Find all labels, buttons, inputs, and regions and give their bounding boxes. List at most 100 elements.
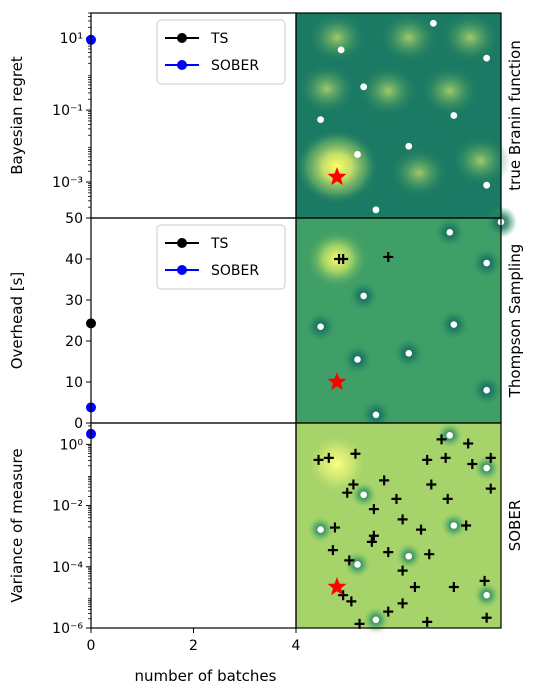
heatmap-blob: [419, 64, 480, 117]
sample-cross: [323, 452, 334, 463]
observation-point: [483, 259, 490, 267]
observation-point: [446, 229, 454, 236]
legend-marker: [177, 265, 187, 275]
sample-cross: [448, 582, 459, 592]
heatmap-blob: [307, 11, 367, 64]
observation-point: [483, 591, 490, 599]
y-tick-label: 10: [65, 375, 83, 391]
observation-point: [354, 561, 361, 568]
x-tick-label: 2: [189, 638, 198, 654]
panel-frames: [90, 12, 502, 629]
sample-cross: [344, 555, 355, 566]
y-tick-label: 10⁻³: [52, 175, 83, 191]
axis-labels: true Branin function Thompson Sampling SOB…: [506, 40, 524, 551]
observation-point: [483, 181, 491, 189]
optimum-star: [327, 167, 347, 186]
side-label: true Branin function: [506, 40, 524, 190]
observation-point: [450, 112, 458, 119]
legend-label: SOBER: [211, 58, 259, 74]
y-tick-label: 10⁻¹: [52, 103, 83, 119]
observation-point: [429, 19, 437, 27]
legend-label: SOBER: [211, 263, 259, 279]
y-tick-label: 10⁻⁴: [52, 560, 83, 576]
heatmap-blob: [389, 146, 449, 199]
observation-point: [317, 323, 324, 330]
y-tick-label: 10¹: [60, 31, 83, 47]
y-tick-label: 50: [65, 211, 83, 227]
sample-cross: [485, 452, 496, 463]
variance-panel: 10⁰ 10⁻² 10⁻⁴ 10⁻⁶ Variance of measure 0 2 4 num…: [8, 422, 301, 685]
heatmap-blob: [295, 128, 379, 205]
sample-cross: [313, 454, 324, 465]
heatmap-blob: [440, 11, 501, 64]
legend-marker: [177, 60, 187, 70]
observation-point: [317, 526, 324, 533]
observation-point: [405, 350, 413, 357]
regret-panel: 10¹ 10⁻¹ 10⁻³ Bayesian regret TS SOBER: [8, 12, 286, 208]
sample-cross: [379, 475, 390, 486]
observation-point: [360, 83, 368, 91]
observation-point: [317, 116, 324, 123]
observation-point: [354, 356, 361, 363]
y-axis-label: Overhead [s]: [8, 272, 26, 370]
observation-point: [446, 432, 454, 439]
y-tick-label: 30: [65, 293, 83, 309]
sample-cross: [440, 452, 451, 463]
side-label: Thompson Sampling: [506, 244, 524, 398]
legend-marker: [177, 238, 187, 248]
legend-label: TS: [210, 31, 229, 47]
y-tick-label: 40: [65, 252, 83, 268]
sample-cross: [467, 459, 478, 469]
heatmap-bright-spot: [307, 434, 367, 494]
observation-point: [337, 46, 345, 54]
branin-heatmap: [295, 11, 511, 218]
sample-cross: [463, 438, 474, 449]
sample-cross: [426, 479, 437, 490]
sample-cross: [383, 547, 394, 558]
legend-box: [156, 19, 286, 85]
observation-point: [450, 321, 458, 328]
heatmap-blob: [450, 134, 511, 187]
heatmap-blob: [358, 64, 419, 117]
sample-cross: [479, 575, 490, 586]
legend-label: TS: [210, 236, 229, 252]
sample-cross: [368, 504, 379, 515]
sample-cross: [436, 434, 447, 445]
heatmap-blob: [296, 62, 357, 115]
x-tick-label: 0: [87, 638, 96, 654]
sample-cross: [424, 549, 435, 560]
overhead-panel: 50 40 30 20 10 0 Overhead [s] TS SOBER: [8, 211, 286, 432]
sample-cross: [383, 251, 394, 262]
y-tick-label: 10⁻⁶: [52, 621, 83, 637]
sober-heatmap: [296, 421, 501, 634]
optimum-star: [327, 372, 347, 391]
observation-point: [372, 206, 380, 214]
sample-cross: [416, 524, 427, 535]
sample-cross: [391, 493, 402, 504]
sample-cross: [383, 606, 394, 617]
observation-point: [360, 491, 367, 499]
left-frame: [90, 422, 297, 629]
optimum-star: [327, 577, 347, 596]
observation-point: [354, 151, 361, 158]
sample-cross: [350, 448, 361, 459]
sample-cross: [329, 522, 340, 533]
observation-point: [450, 522, 458, 529]
y-tick-label: 10⁰: [60, 437, 84, 453]
sample-cross: [422, 454, 433, 465]
observation-point: [483, 386, 490, 394]
sample-cross: [409, 582, 420, 592]
observation-point: [483, 54, 491, 62]
y-axis-label: Bayesian regret: [8, 56, 26, 175]
sample-cross: [485, 483, 496, 494]
sample-cross: [338, 254, 349, 264]
sample-cross: [461, 520, 472, 531]
y-axis-label: Variance of measure: [8, 448, 26, 602]
right-frame: [295, 422, 502, 629]
sample-cross: [348, 479, 359, 490]
observation-point: [405, 552, 413, 560]
sample-cross: [354, 618, 365, 629]
sample-cross: [346, 596, 357, 607]
y-tick-label: 20: [65, 334, 83, 350]
x-tick-label: 4: [292, 638, 301, 654]
